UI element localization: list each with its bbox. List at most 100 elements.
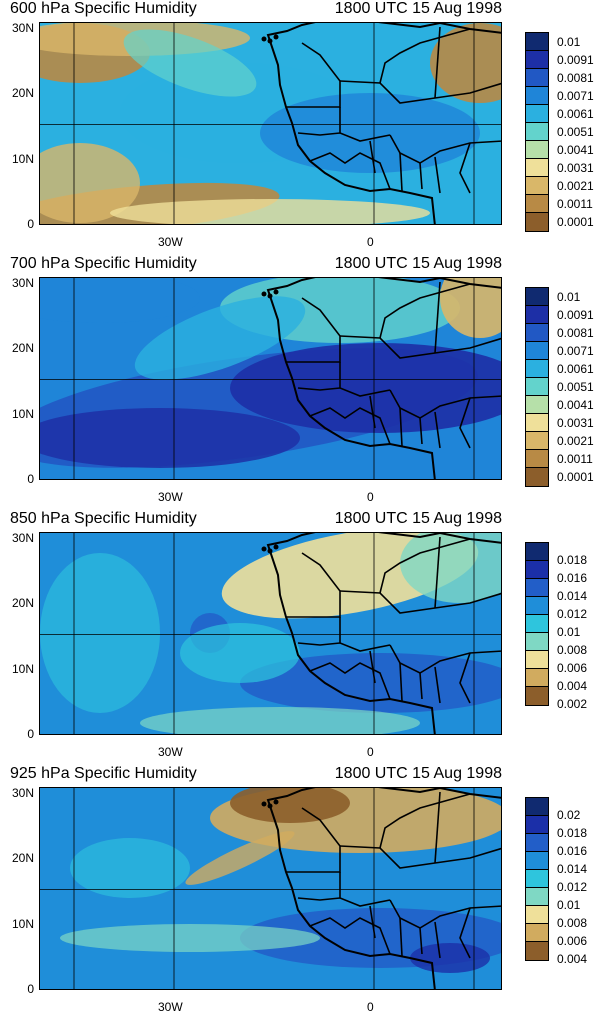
lon-label-0: 0 <box>367 1000 374 1014</box>
colorbar-swatch <box>526 360 548 378</box>
colorbar-swatch <box>526 834 548 852</box>
country-border <box>434 156 441 194</box>
panel-600hpa: 600 hPa Specific Humidity 1800 UTC 15 Au… <box>0 0 600 255</box>
colorbar-swatch <box>526 177 548 195</box>
colorbar-label: 0.0021 <box>557 179 594 193</box>
colorbar-label: 0.0051 <box>557 125 594 139</box>
colorbar-swatch <box>526 906 548 924</box>
panel-title: 925 hPa Specific Humidity <box>10 765 197 782</box>
island <box>273 799 279 805</box>
island <box>267 293 273 299</box>
island <box>261 546 267 552</box>
panel-title: 850 hPa Specific Humidity <box>10 510 197 527</box>
country-border <box>339 872 391 907</box>
country-border <box>459 652 471 704</box>
coastline <box>266 788 501 989</box>
country-border <box>339 845 501 869</box>
colorbar-swatch <box>526 870 548 888</box>
colorbar-label: 0.0071 <box>557 89 594 103</box>
colorbar-swatch <box>526 69 548 87</box>
colorbar-label: 0.008 <box>557 916 588 930</box>
lon-label-0: 0 <box>367 745 374 759</box>
colorbar-swatch <box>526 687 548 705</box>
colorbar-swatch <box>526 597 548 615</box>
colorbar-label: 0.02 <box>557 808 581 822</box>
colorbar-label: 0.0011 <box>557 197 593 211</box>
island <box>267 38 273 44</box>
lat-label-30n: 30N <box>11 276 34 290</box>
colorbar-label: 0.014 <box>557 862 588 876</box>
colorbar <box>525 287 549 487</box>
country-border <box>459 907 471 959</box>
country-border <box>434 921 441 959</box>
panel-title: 700 hPa Specific Humidity <box>10 255 197 272</box>
colorbar-label: 0.01 <box>557 898 581 912</box>
country-border <box>434 281 441 354</box>
humidity-contour <box>70 838 190 898</box>
lat-label-30n: 30N <box>11 21 34 35</box>
humidity-contour <box>134 296 306 380</box>
island <box>261 291 267 297</box>
country-border <box>309 917 391 955</box>
lon-label-0: 0 <box>367 235 374 249</box>
colorbar-label: 0.0081 <box>557 326 594 340</box>
panel-time: 1800 UTC 15 Aug 1998 <box>334 0 502 17</box>
colorbar-swatch <box>526 378 548 396</box>
colorbar-label: 0.004 <box>557 679 588 693</box>
lon-label-30w: 30W <box>158 745 183 759</box>
humidity-contour <box>40 408 300 468</box>
colorbar-label: 0.008 <box>557 643 588 657</box>
colorbar-swatch <box>526 450 548 468</box>
humidity-map <box>39 277 502 480</box>
island <box>267 548 273 554</box>
colorbar-label: 0.006 <box>557 934 588 948</box>
country-border <box>297 387 341 391</box>
lat-label-10n: 10N <box>11 152 34 166</box>
lat-label-0: 0 <box>27 982 34 996</box>
colorbar-label: 0.01 <box>557 625 581 639</box>
colorbar-swatch <box>526 942 548 960</box>
colorbar-label: 0.0051 <box>557 380 594 394</box>
colorbar-label: 0.002 <box>557 697 588 711</box>
panel-time: 1800 UTC 15 Aug 1998 <box>334 255 502 272</box>
panel-925hpa: 925 hPa Specific Humidity 1800 UTC 15 Au… <box>0 765 600 1020</box>
country-border <box>339 335 501 359</box>
country-border <box>399 152 403 192</box>
lat-label-20n: 20N <box>11 596 34 610</box>
colorbar-swatch <box>526 561 548 579</box>
country-border <box>339 80 501 104</box>
lat-label-0: 0 <box>27 472 34 486</box>
lat-label-30n: 30N <box>11 531 34 545</box>
country-border <box>419 927 423 955</box>
colorbar-label: 0.0021 <box>557 434 594 448</box>
island <box>267 803 273 809</box>
humidity-map <box>39 787 502 990</box>
lon-label-30w: 30W <box>158 235 183 249</box>
colorbar-swatch <box>526 615 548 633</box>
colorbar-label: 0.014 <box>557 589 588 603</box>
lat-label-20n: 20N <box>11 341 34 355</box>
country-border <box>379 538 471 594</box>
colorbar-label: 0.012 <box>557 880 588 894</box>
humidity-contour <box>185 831 295 885</box>
colorbar <box>525 32 549 232</box>
country-border <box>434 536 441 609</box>
coastline <box>266 533 501 734</box>
colorbar-label: 0.012 <box>557 607 588 621</box>
country-border <box>419 417 423 445</box>
humidity-contour <box>440 278 501 338</box>
country-border <box>389 134 501 164</box>
island <box>261 801 267 807</box>
humidity-contour <box>230 788 350 823</box>
lat-label-10n: 10N <box>11 662 34 676</box>
colorbar-label: 0.0001 <box>557 470 594 484</box>
colorbar-swatch <box>526 579 548 597</box>
colorbar-label: 0.0041 <box>557 398 594 412</box>
country-border <box>339 107 391 142</box>
panel-time: 1800 UTC 15 Aug 1998 <box>334 510 502 527</box>
country-border <box>399 917 403 957</box>
panel-title: 600 hPa Specific Humidity <box>10 0 197 17</box>
colorbar-swatch <box>526 213 548 231</box>
colorbar-swatch <box>526 51 548 69</box>
colorbar-swatch <box>526 468 548 486</box>
